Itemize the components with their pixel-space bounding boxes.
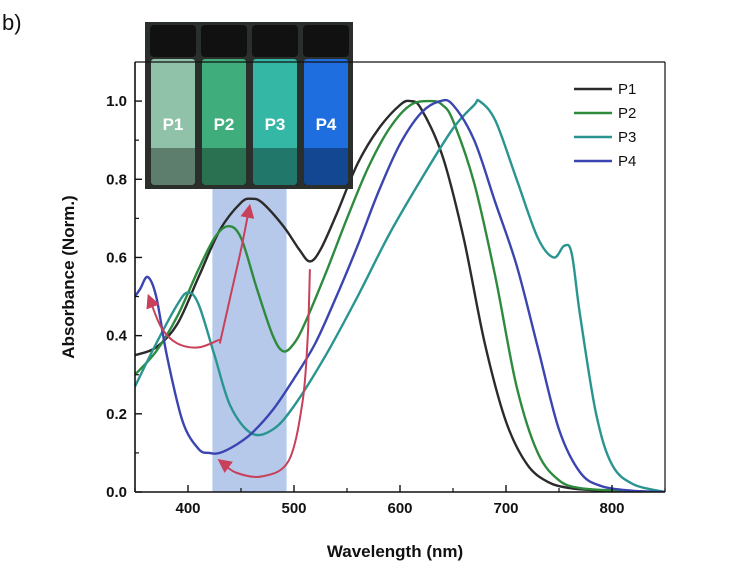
y-tick-label: 1.0 [106, 93, 127, 110]
vial-base [202, 148, 246, 185]
annotation-layer [146, 203, 311, 478]
vial-cap [150, 25, 196, 57]
vial-base [304, 148, 348, 185]
legend: P1 P2 P3 P4 [574, 81, 636, 170]
annotation-arrow-1 [218, 203, 255, 344]
x-axis-ticks: 400 500 600 700 800 [134, 485, 666, 517]
annotation-arrow-2 [146, 293, 221, 349]
x-axis-title: Wavelength (nm) [327, 542, 463, 561]
vial-body [202, 59, 246, 185]
annotation-arrow-3 [217, 269, 311, 478]
legend-label-p2: P2 [618, 105, 636, 122]
y-tick-label: 0.6 [106, 249, 127, 266]
vial-cap [201, 25, 247, 57]
series-line-p2 [135, 99, 665, 492]
vial-label: P3 [265, 115, 286, 134]
vial-body [151, 59, 195, 185]
y-axis-ticks: 0.0 0.2 0.4 0.6 0.8 1.0 [106, 93, 142, 501]
panel-label: b) [2, 10, 22, 35]
x-tick-label: 500 [281, 500, 306, 517]
vial-cap [252, 25, 298, 57]
vial-body [253, 59, 297, 185]
vial-base [253, 148, 297, 185]
vial-label: P4 [316, 115, 337, 134]
vial-photo-inset: P1 P2 P3 P4 [145, 22, 353, 189]
legend-label-p1: P1 [618, 81, 636, 98]
x-tick-label: 600 [387, 500, 412, 517]
vial-cap [303, 25, 349, 57]
x-tick-label: 800 [599, 500, 624, 517]
series-layer [135, 98, 665, 492]
series-line-p1 [135, 99, 665, 492]
vial-label: P1 [163, 115, 184, 134]
legend-label-p4: P4 [618, 153, 636, 170]
vial-body [304, 59, 348, 185]
series-line-p3 [135, 98, 665, 492]
y-tick-label: 0.0 [106, 484, 127, 501]
vial-base [151, 148, 195, 185]
y-tick-label: 0.4 [106, 328, 128, 345]
x-tick-label: 400 [175, 500, 200, 517]
y-tick-label: 0.8 [106, 171, 127, 188]
legend-label-p3: P3 [618, 129, 636, 146]
series-line-p4 [135, 98, 665, 492]
x-tick-label: 700 [493, 500, 518, 517]
y-axis-title: Absorbance (Norm.) [59, 195, 78, 358]
y-tick-label: 0.2 [106, 406, 127, 423]
vial-label: P2 [214, 115, 235, 134]
